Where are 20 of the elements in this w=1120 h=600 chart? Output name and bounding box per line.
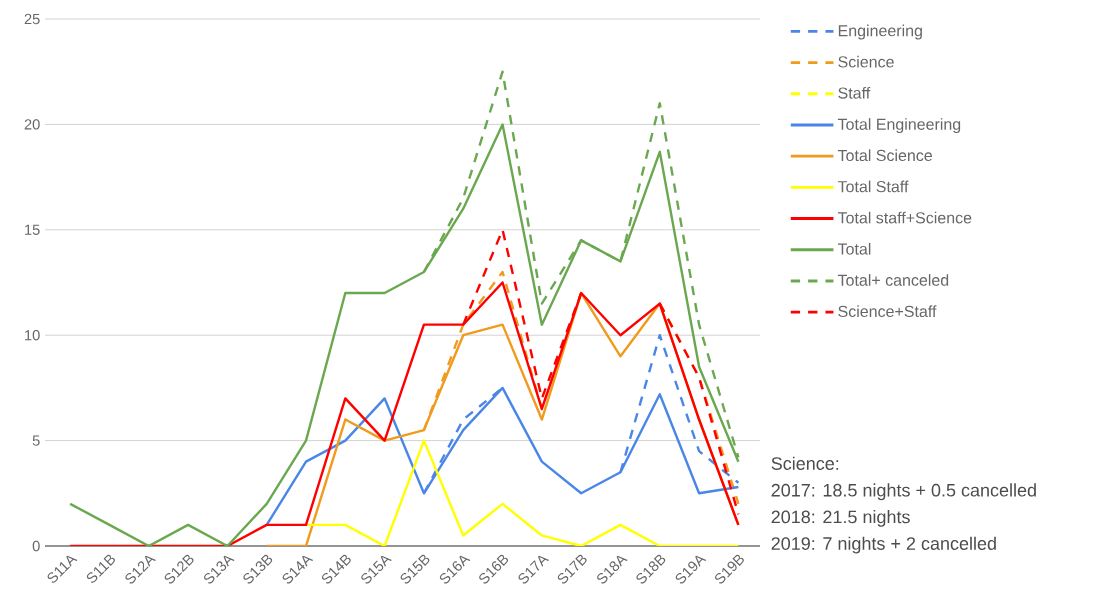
legend-label: Total Staff	[837, 180, 909, 193]
y-tick-label: 0	[32, 540, 40, 552]
legend-label: Total Science	[837, 149, 932, 162]
text: 2019: 7 nights + 2 cancelled	[771, 536, 996, 554]
legend-label: Total Engineering	[837, 118, 961, 134]
text: 2018: 21.5 nights	[771, 510, 910, 527]
y-tick-label: 25	[24, 13, 40, 25]
legend-label: Total+ canceled	[837, 274, 949, 286]
y-tick-label: 15	[25, 224, 40, 235]
legend-label: Engineering	[838, 24, 922, 40]
y-tick-label: 5	[32, 435, 40, 446]
text: 2017: 18.5 nights + 0.5 cancelled	[771, 483, 1036, 501]
y-tick-label: 10	[25, 330, 40, 341]
legend-label: Staff	[838, 86, 871, 99]
y-tick-label: 20	[24, 119, 40, 130]
text: Science:	[771, 456, 839, 470]
legend-label: Total staff+Science	[837, 211, 972, 224]
legend-label: Science	[838, 55, 894, 68]
legend-label: Science+Staff	[838, 305, 937, 318]
legend-label: Total	[837, 242, 871, 255]
